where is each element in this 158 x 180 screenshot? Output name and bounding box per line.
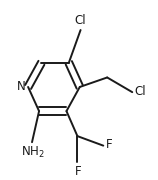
Text: Cl: Cl	[75, 14, 86, 27]
Text: F: F	[75, 165, 82, 178]
Text: NH$_2$: NH$_2$	[21, 145, 45, 160]
Text: Cl: Cl	[135, 85, 146, 98]
Text: N: N	[17, 80, 25, 93]
Text: F: F	[106, 138, 112, 151]
